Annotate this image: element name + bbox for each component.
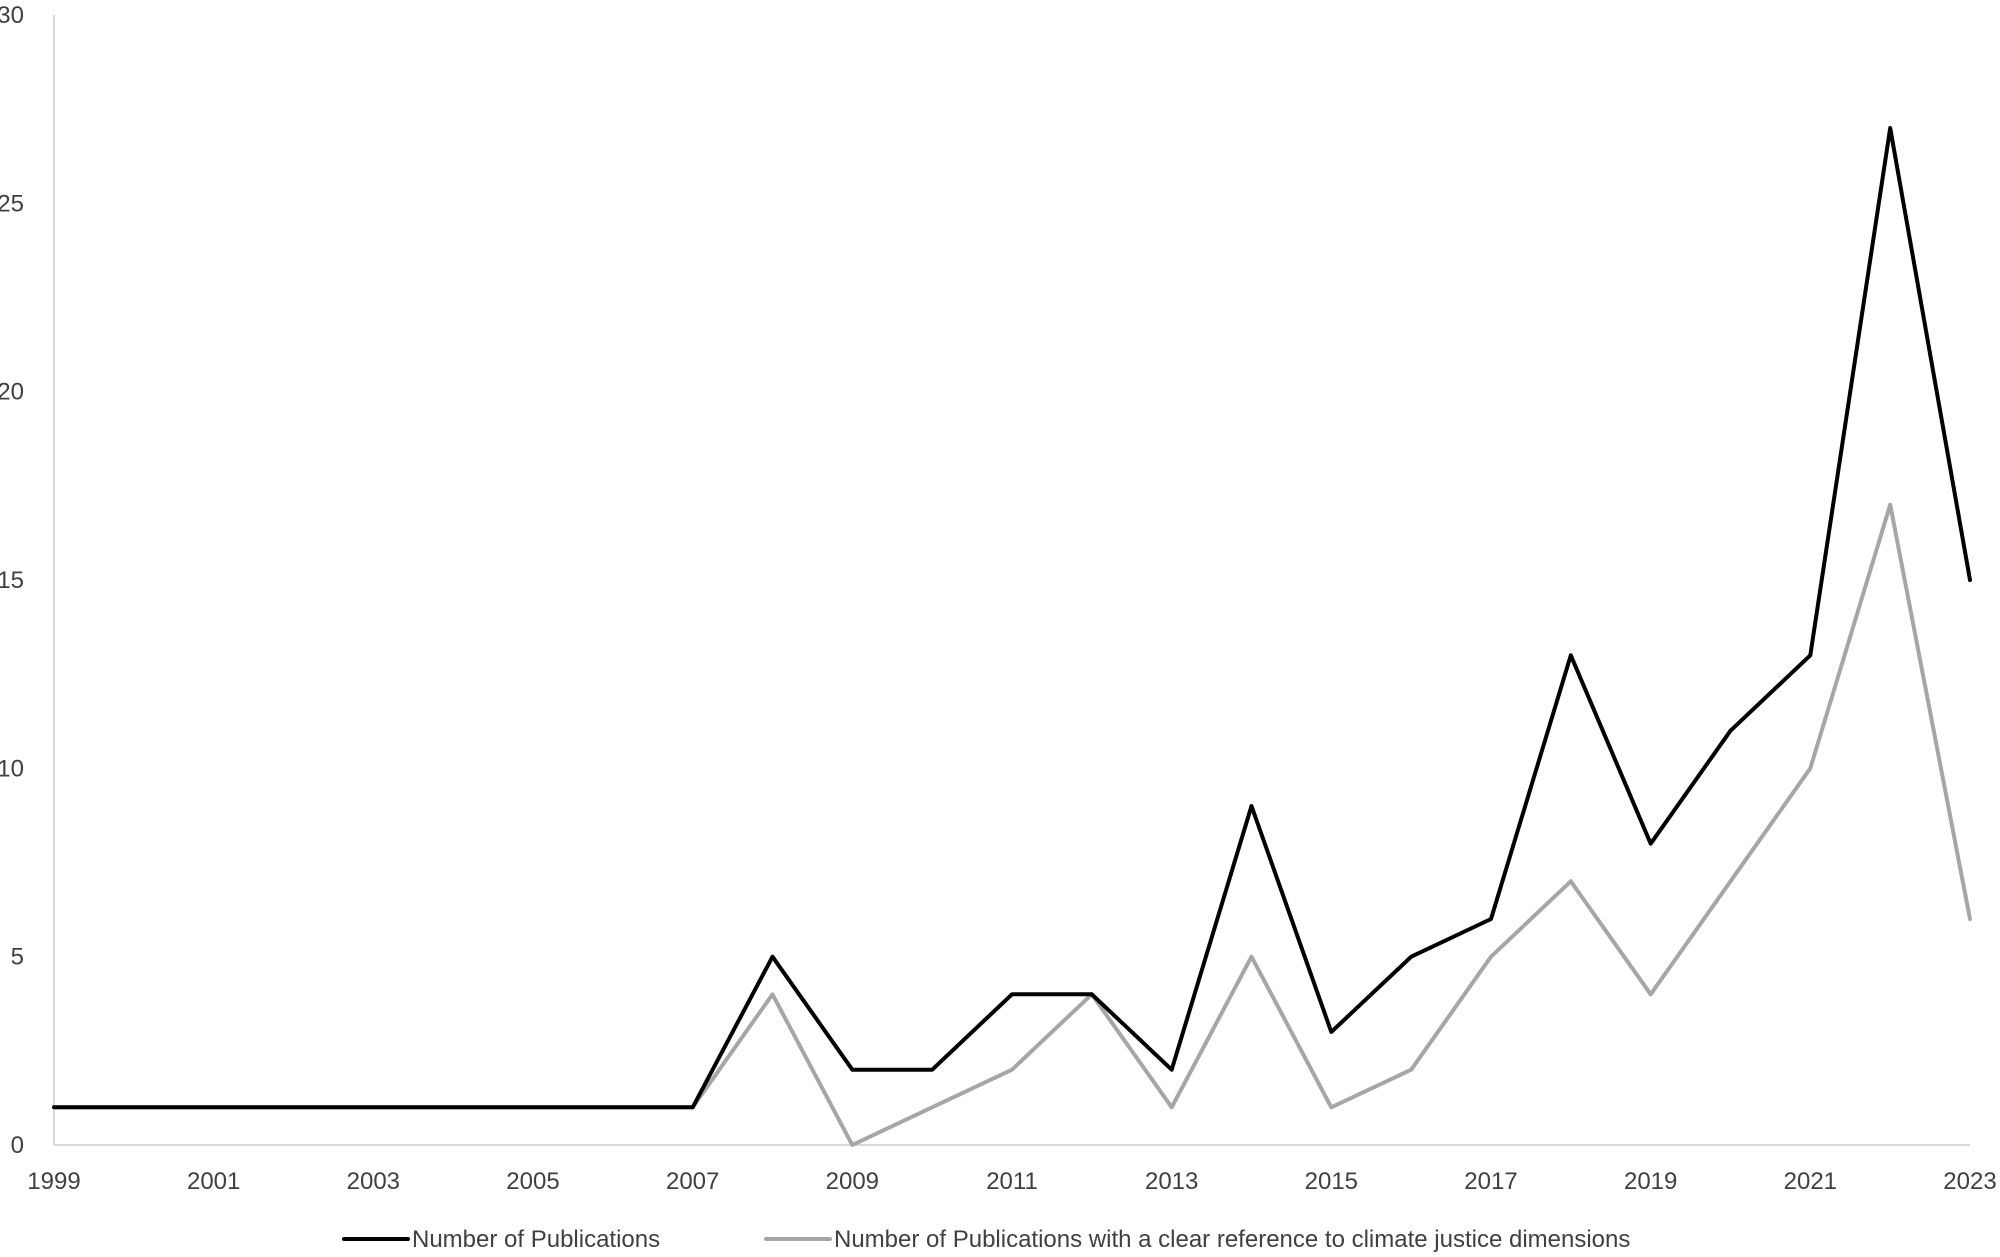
y-tick-label: 10 — [0, 755, 24, 782]
y-tick-label: 15 — [0, 567, 24, 594]
legend: Number of Publications Number of Publicat… — [342, 1226, 1630, 1253]
series-lines — [52, 126, 1972, 1147]
x-tick-label: 2007 — [666, 1168, 719, 1195]
x-tick-label: 2009 — [826, 1168, 879, 1195]
x-tick-label: 2017 — [1464, 1168, 1517, 1195]
y-tick-label: 20 — [0, 379, 24, 406]
x-tick-label: 1999 — [27, 1168, 80, 1195]
y-tick-label: 25 — [0, 190, 24, 217]
x-tick-label: 2019 — [1624, 1168, 1677, 1195]
legend-label-1: Number of Publications — [412, 1226, 660, 1253]
x-tick-label: 2005 — [506, 1168, 559, 1195]
x-tick-label: 2013 — [1145, 1168, 1198, 1195]
x-tick-labels: 1999 2001 2003 2005 2007 2009 2011 2013 2015 2017… — [27, 1168, 1996, 1195]
y-tick-label: 5 — [11, 944, 24, 971]
y-tick-label: 0 — [11, 1132, 24, 1159]
x-tick-label: 2021 — [1784, 1168, 1837, 1195]
x-tick-label: 2001 — [187, 1168, 240, 1195]
x-tick-label: 2011 — [986, 1168, 1038, 1195]
x-tick-label: 2003 — [347, 1168, 400, 1195]
y-tick-label: 30 — [0, 2, 24, 29]
y-tick-labels: 0 5 10 15 20 25 30 — [0, 2, 24, 1159]
x-tick-label: 2015 — [1305, 1168, 1358, 1195]
x-tick-label: 2023 — [1943, 1168, 1996, 1195]
legend-label-2: Number of Publications with a clear refe… — [834, 1226, 1630, 1253]
series-line-1 — [52, 126, 1972, 1110]
series-line-2 — [52, 502, 1972, 1147]
